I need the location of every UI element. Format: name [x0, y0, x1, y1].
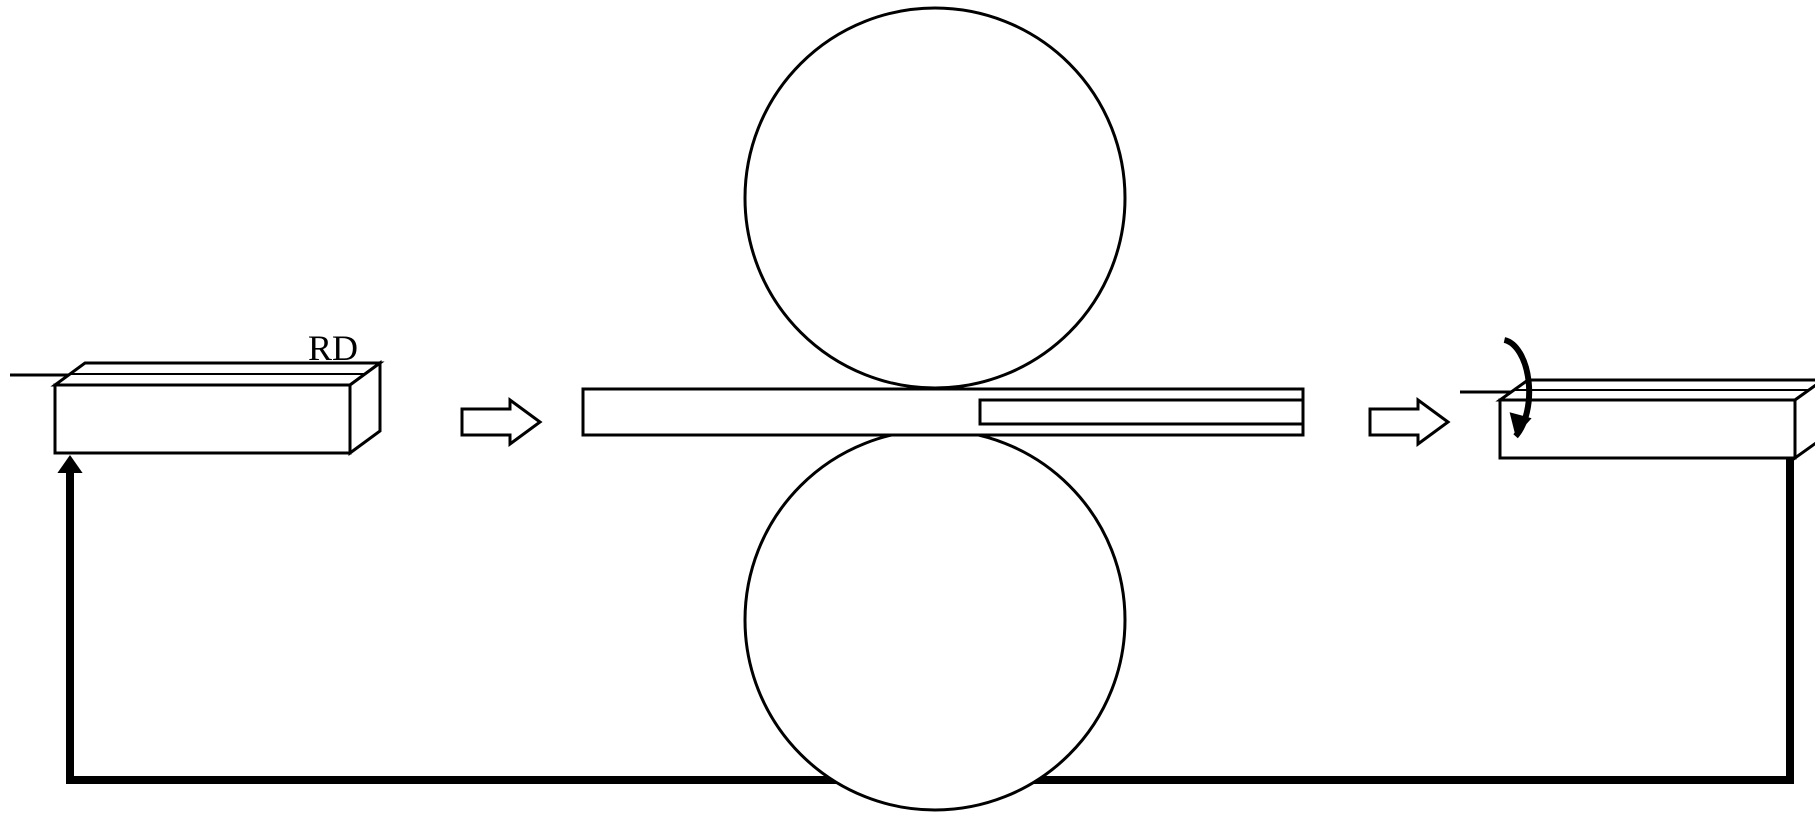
right-block-front [1500, 400, 1795, 458]
step-arrow-right [1370, 400, 1448, 444]
workpiece [583, 389, 1303, 435]
feedback-loop-head [57, 455, 82, 473]
workpiece-right [980, 400, 1303, 424]
step-arrow-left [462, 400, 540, 444]
bottom-roller [745, 430, 1125, 810]
step-arrow-left-shape [462, 400, 540, 444]
step-arrow-right-shape [1370, 400, 1448, 444]
right-block [1500, 380, 1815, 458]
top-roller [745, 8, 1125, 388]
left-block-front [55, 385, 350, 453]
left-block [55, 363, 380, 453]
